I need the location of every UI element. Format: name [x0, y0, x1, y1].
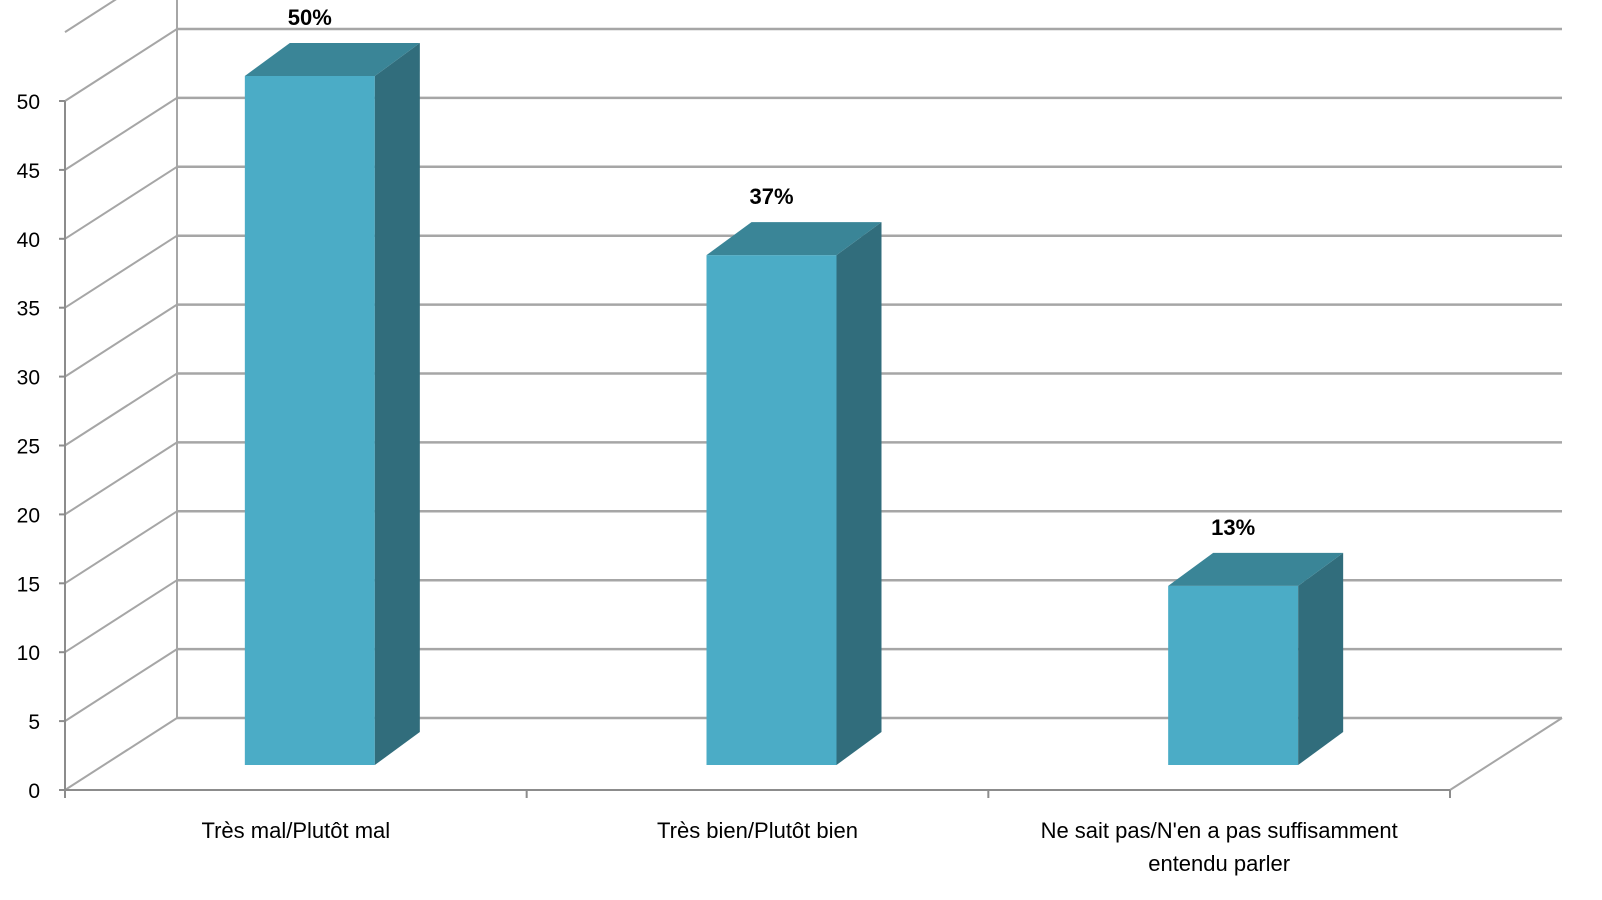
- y-tick-label: 0: [28, 780, 40, 803]
- data-label: 13%: [1211, 515, 1255, 540]
- y-tick-label: 45: [17, 160, 40, 183]
- gridline-diagonal: [64, 0, 117, 33]
- y-tick-label: 30: [17, 367, 40, 390]
- axes: 0 5 10 15 20 25 30 35 40 45 50: [17, 91, 1451, 803]
- x-category-label: Très mal/Plutôt mal: [201, 818, 390, 843]
- gridline-diagonal: [64, 648, 178, 722]
- gridline-diagonal: [64, 165, 178, 240]
- gridline-diagonal: [64, 441, 178, 516]
- gridline-diagonal: [64, 28, 178, 102]
- bar-top: [706, 222, 882, 256]
- bar-side: [836, 222, 882, 765]
- y-tick-label: 25: [17, 436, 40, 459]
- bar-front: [244, 76, 375, 765]
- y-tick-label: 20: [17, 504, 40, 527]
- data-label: 37%: [749, 184, 793, 209]
- y-tick-label: 5: [28, 711, 40, 734]
- bars: [244, 43, 1344, 765]
- labels: 50% Très mal/Plutôt mal 37% Très bien/Plutô…: [201, 5, 1397, 876]
- bar-side: [374, 43, 420, 765]
- bar-top: [244, 43, 420, 76]
- gridline-diagonal: [64, 510, 178, 585]
- gridline-diagonal: [64, 717, 178, 791]
- y-tick-label: 10: [17, 642, 40, 665]
- bar-front: [706, 255, 837, 765]
- floor-edge: [1449, 717, 1563, 791]
- gridline-diagonal: [64, 303, 178, 378]
- bar-top: [1168, 552, 1344, 586]
- y-tick-label: 40: [17, 229, 40, 252]
- data-label: 50%: [288, 5, 332, 30]
- gridline-diagonal: [64, 234, 178, 309]
- x-category-label: Très bien/Plutôt bien: [657, 818, 858, 843]
- gridline-diagonal: [64, 579, 178, 654]
- y-tick-label: 50: [17, 91, 40, 114]
- y-tick-label: 15: [17, 573, 40, 596]
- gridline-diagonal: [64, 372, 178, 447]
- x-category-label: entendu parler: [1148, 851, 1290, 876]
- bar-front: [1168, 585, 1299, 765]
- gridline-diagonal: [64, 97, 178, 171]
- bar-side: [1298, 552, 1344, 765]
- x-category-label: Ne sait pas/N'en a pas suffisamment: [1041, 818, 1398, 843]
- y-tick-label: 35: [17, 298, 40, 321]
